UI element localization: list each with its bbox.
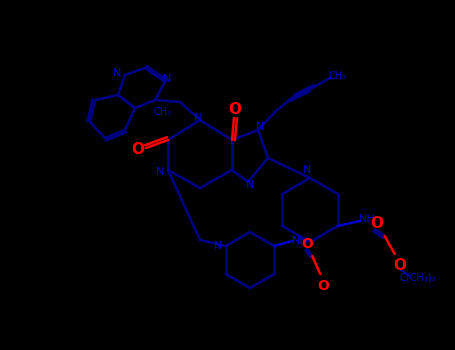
Text: NH: NH <box>292 236 308 246</box>
Text: O: O <box>370 217 383 231</box>
Text: N: N <box>163 74 171 84</box>
Text: N: N <box>213 241 222 251</box>
Text: NH: NH <box>359 214 376 224</box>
Text: C(CH₃)₃: C(CH₃)₃ <box>399 273 436 283</box>
Text: O: O <box>301 237 313 251</box>
Text: O: O <box>228 103 242 118</box>
Text: N: N <box>194 113 202 123</box>
Text: O: O <box>317 279 329 293</box>
Text: N: N <box>156 167 164 177</box>
Text: CH₃: CH₃ <box>329 71 347 81</box>
Text: N: N <box>113 68 121 78</box>
Text: O: O <box>131 142 145 158</box>
Text: N: N <box>256 122 264 132</box>
Text: CH₃: CH₃ <box>154 107 172 117</box>
Text: N: N <box>303 165 311 175</box>
Text: O: O <box>393 259 406 273</box>
Text: N: N <box>246 180 254 190</box>
